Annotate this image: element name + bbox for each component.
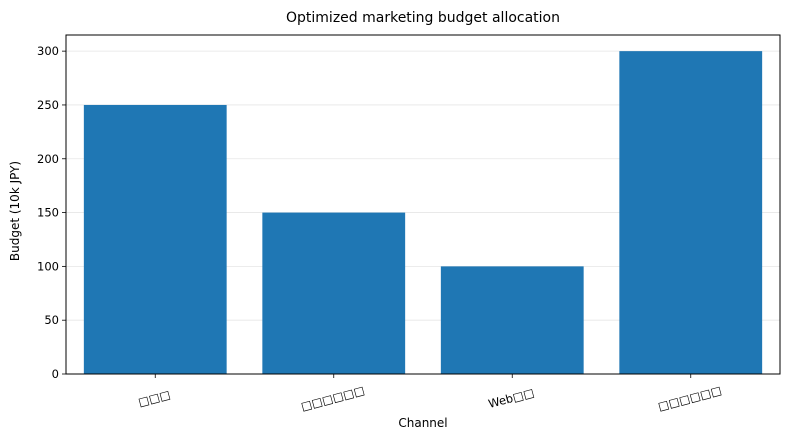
plot-frame	[65, 34, 781, 375]
y-tick-label: 300	[37, 44, 59, 58]
bar	[262, 212, 406, 374]
x-ticks: □□□ □□□□□□ Web□□ □□□□□□	[137, 374, 723, 413]
x-tick-label: □□□□□□	[299, 383, 366, 413]
y-ticks: 0 50 100 150 200 250 300	[37, 44, 66, 381]
y-tick-label: 0	[52, 367, 59, 381]
y-tick-label: 150	[37, 206, 59, 220]
y-tick-label: 50	[44, 313, 59, 327]
axes	[65, 34, 781, 375]
y-axis-label: Budget (10k JPY)	[8, 161, 22, 261]
x-tick-label: Web□□	[487, 385, 536, 411]
y-tick-label: 250	[37, 98, 59, 112]
bar	[619, 51, 763, 375]
x-tick-label: □□□	[137, 387, 172, 409]
y-tick-label: 200	[37, 152, 59, 166]
chart-title: Optimized marketing budget allocation	[286, 10, 560, 26]
bar	[83, 104, 227, 374]
x-axis-label: Channel	[398, 416, 447, 430]
bars	[83, 51, 763, 375]
y-tick-label: 100	[37, 259, 59, 273]
x-tick-label: □□□□□□	[656, 383, 723, 413]
bar	[440, 266, 584, 374]
